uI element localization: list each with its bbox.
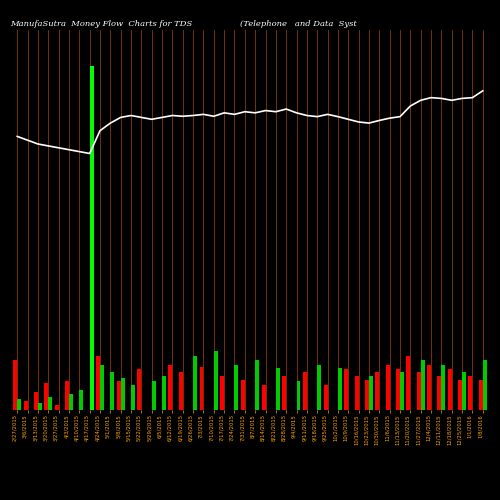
- Bar: [241, 380, 245, 410]
- Bar: [44, 383, 48, 410]
- Bar: [400, 372, 404, 410]
- Bar: [162, 376, 166, 410]
- Bar: [131, 384, 135, 410]
- Bar: [48, 398, 52, 410]
- Bar: [396, 370, 400, 410]
- Bar: [354, 376, 358, 410]
- Bar: [65, 381, 69, 410]
- Bar: [17, 399, 21, 410]
- Bar: [110, 372, 114, 410]
- Bar: [152, 381, 156, 410]
- Bar: [438, 376, 442, 410]
- Bar: [179, 372, 183, 410]
- Bar: [442, 365, 446, 410]
- Bar: [220, 376, 224, 410]
- Bar: [338, 368, 342, 410]
- Bar: [14, 360, 17, 410]
- Bar: [193, 356, 197, 410]
- Text: (Telephone   and Data  Syst: (Telephone and Data Syst: [240, 20, 357, 28]
- Bar: [303, 372, 307, 410]
- Bar: [120, 378, 124, 410]
- Bar: [90, 66, 94, 410]
- Bar: [420, 360, 424, 410]
- Bar: [38, 403, 42, 410]
- Bar: [462, 372, 466, 410]
- Bar: [448, 370, 452, 410]
- Bar: [200, 366, 203, 410]
- Bar: [324, 384, 328, 410]
- Bar: [117, 381, 120, 410]
- Bar: [96, 356, 100, 410]
- Bar: [479, 380, 483, 410]
- Bar: [214, 351, 218, 410]
- Bar: [458, 380, 462, 410]
- Bar: [24, 401, 28, 410]
- Bar: [369, 376, 373, 410]
- Bar: [54, 406, 58, 410]
- Text: ManufaSutra  Money Flow  Charts for TDS: ManufaSutra Money Flow Charts for TDS: [10, 20, 192, 28]
- Bar: [34, 392, 38, 410]
- Bar: [483, 360, 486, 410]
- Bar: [296, 381, 300, 410]
- Bar: [80, 390, 83, 410]
- Bar: [276, 368, 280, 410]
- Bar: [262, 384, 266, 410]
- Bar: [344, 370, 348, 410]
- Bar: [427, 365, 431, 410]
- Bar: [138, 370, 141, 410]
- Bar: [282, 376, 286, 410]
- Bar: [317, 365, 321, 410]
- Bar: [376, 372, 380, 410]
- Bar: [234, 365, 238, 410]
- Bar: [100, 365, 104, 410]
- Bar: [417, 372, 420, 410]
- Bar: [168, 365, 172, 410]
- Bar: [406, 356, 410, 410]
- Bar: [365, 380, 369, 410]
- Bar: [386, 365, 390, 410]
- Bar: [255, 360, 259, 410]
- Bar: [69, 394, 73, 410]
- Bar: [468, 376, 472, 410]
